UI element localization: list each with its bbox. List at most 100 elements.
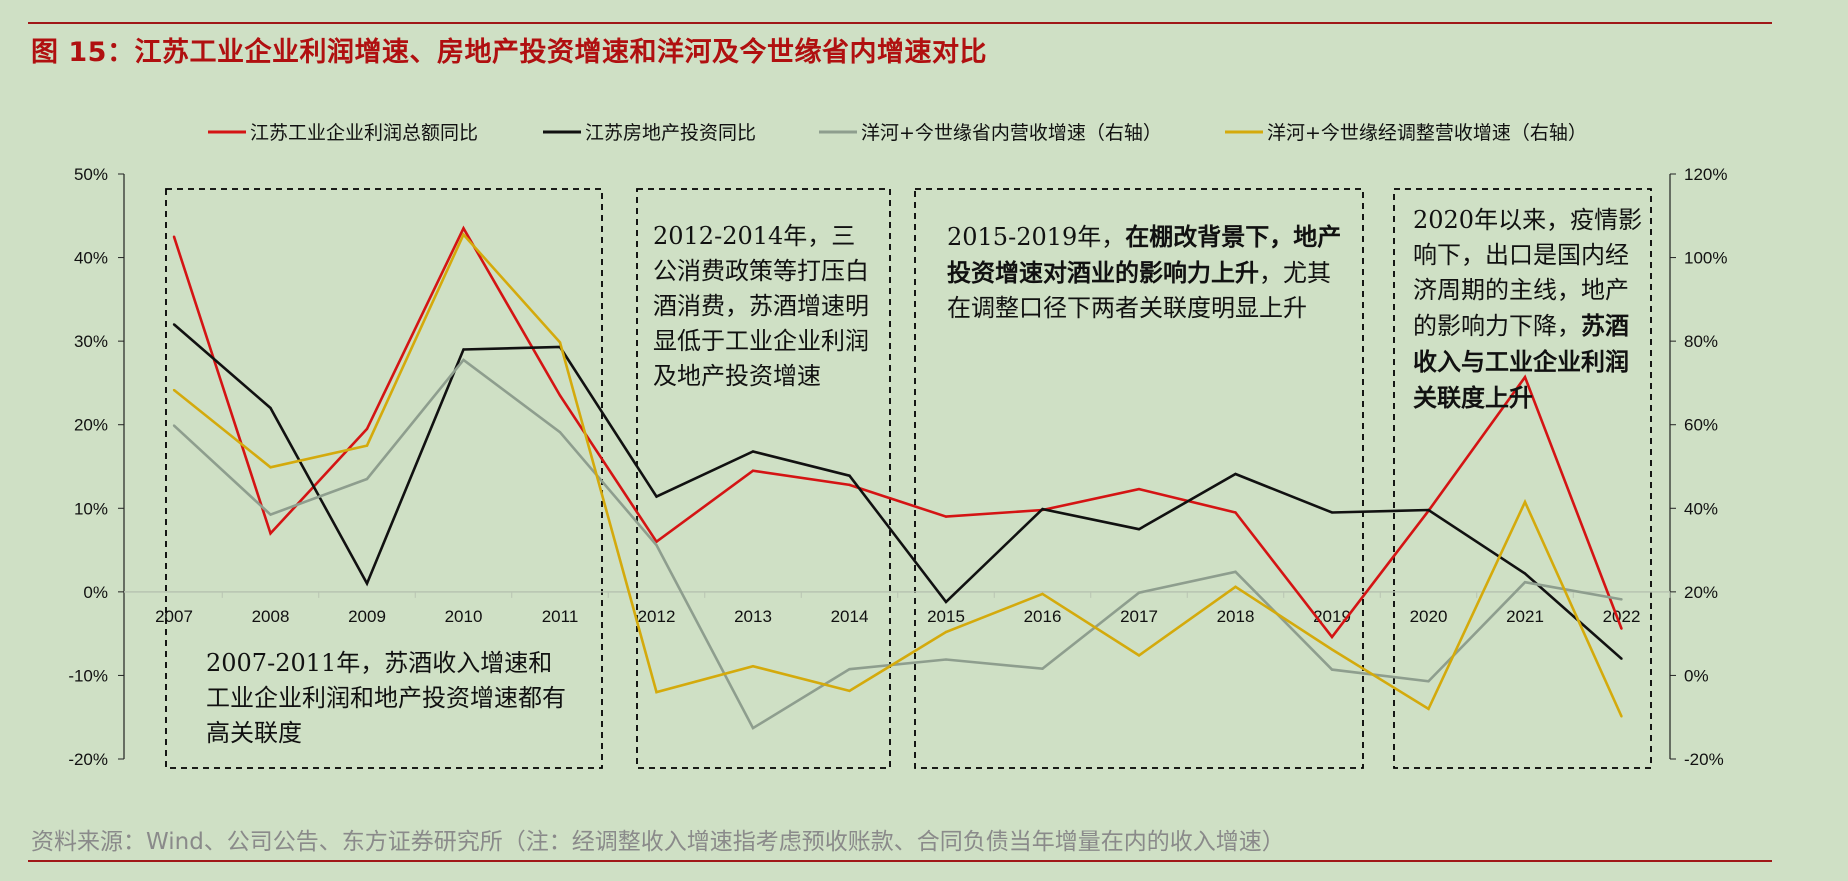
data-point bbox=[269, 466, 272, 469]
right-tick-label: 60% bbox=[1684, 416, 1718, 435]
legend: 江苏工业企业利润总额同比 江苏房地产投资同比 洋河+今世缘省内营收增速（右轴） 洋河+… bbox=[208, 122, 1587, 144]
data-point bbox=[1620, 627, 1623, 630]
data-point bbox=[1620, 715, 1623, 718]
left-tick-label: 30% bbox=[74, 332, 108, 351]
legend-label: 洋河+今世缘经调整营收增速（右轴） bbox=[1267, 122, 1587, 144]
x-tick-label: 2008 bbox=[252, 607, 290, 626]
data-point bbox=[1427, 508, 1430, 512]
data-point bbox=[1330, 648, 1334, 651]
figure-title: 图 15：江苏工业企业利润增速、房地产投资增速和洋河及今世缘省内增速对比 bbox=[31, 37, 987, 68]
data-point bbox=[1137, 527, 1141, 531]
right-tick-label: 40% bbox=[1684, 499, 1718, 518]
data-point bbox=[1041, 592, 1044, 596]
legend-label: 江苏房地产投资同比 bbox=[585, 122, 756, 144]
data-point bbox=[172, 235, 176, 238]
axes: -20% -10% 0% 10% 20% 30% 40% 50% -20% 0% 20% 40% 60%… bbox=[68, 165, 1727, 769]
legend-label: 洋河+今世缘省内营收增速（右轴） bbox=[861, 122, 1162, 144]
data-point bbox=[558, 431, 562, 434]
data-point bbox=[944, 658, 948, 661]
x-tick-label: 2011 bbox=[542, 607, 579, 626]
annotation-boxes bbox=[165, 188, 1652, 769]
data-point bbox=[1234, 472, 1237, 476]
x-tick-label: 2021 bbox=[1506, 607, 1544, 626]
annotation-box bbox=[165, 188, 603, 769]
bottom-rule bbox=[28, 860, 1772, 862]
x-tick-label: 2020 bbox=[1410, 607, 1448, 626]
data-point bbox=[944, 630, 948, 634]
data-point bbox=[655, 540, 658, 543]
annotation-text: 2020年以来，疫情影响下，出口是国内经济周期的主线，地产的影响力下降， bbox=[1413, 206, 1643, 340]
right-tick-label: 80% bbox=[1684, 332, 1718, 351]
right-tick-label: 100% bbox=[1684, 249, 1727, 268]
x-tick-label: 2009 bbox=[348, 607, 386, 626]
x-tick-label: 2018 bbox=[1217, 607, 1255, 626]
data-point bbox=[1234, 511, 1237, 514]
series-line-3 bbox=[173, 232, 1623, 717]
data-point bbox=[558, 394, 562, 397]
data-point bbox=[1620, 598, 1623, 601]
top-rule bbox=[28, 22, 1772, 24]
right-tick-label: 0% bbox=[1684, 666, 1709, 685]
data-point bbox=[848, 667, 851, 671]
x-tick-label: 2015 bbox=[927, 607, 965, 626]
series-line-1 bbox=[173, 323, 1623, 660]
data-point bbox=[1137, 654, 1141, 657]
annotation-2012-2014: 2012-2014年，三公消费政策等打压白酒消费，苏酒增速明显低于工业企业利润及… bbox=[653, 219, 879, 394]
right-tick-label: 120% bbox=[1684, 165, 1727, 184]
data-point bbox=[558, 341, 562, 344]
data-point bbox=[655, 495, 658, 498]
data-point bbox=[848, 474, 851, 477]
left-tick-label: 50% bbox=[74, 165, 108, 184]
data-point bbox=[1330, 511, 1334, 514]
data-point bbox=[1041, 507, 1044, 511]
right-tick-label: 20% bbox=[1684, 583, 1718, 602]
legend-label: 江苏工业企业利润总额同比 bbox=[250, 122, 478, 144]
right-tick-label: -20% bbox=[1684, 750, 1724, 769]
data-point bbox=[751, 726, 755, 730]
data-point bbox=[944, 600, 948, 604]
x-tick-label: 2017 bbox=[1120, 607, 1158, 626]
data-point bbox=[1234, 570, 1237, 573]
left-tick-label: -20% bbox=[68, 750, 108, 769]
data-point bbox=[751, 665, 755, 668]
left-tick-label: 40% bbox=[74, 249, 108, 268]
data-point bbox=[365, 444, 369, 447]
data-point bbox=[462, 348, 465, 351]
left-tick-label: -10% bbox=[68, 666, 108, 685]
data-point bbox=[655, 690, 658, 694]
annotation-2020-later: 2020年以来，疫情影响下，出口是国内经济周期的主线，地产的影响力下降，苏酒收入… bbox=[1413, 203, 1648, 416]
x-tick-label: 2010 bbox=[445, 607, 483, 626]
data-point bbox=[365, 427, 369, 431]
data-point bbox=[1523, 375, 1527, 379]
left-tick-label: 0% bbox=[83, 583, 108, 602]
data-point bbox=[1427, 680, 1430, 683]
x-tick-label: 2007 bbox=[155, 607, 193, 626]
data-point bbox=[751, 469, 755, 472]
annotation-text: 在棚改背景下，地产投资增速对酒业的影响力上升 bbox=[947, 222, 1342, 287]
annotation-text: 2012-2014年，三公消费政策等打压白酒消费，苏酒增速明显低于工业企业利润及… bbox=[653, 222, 869, 390]
data-point bbox=[751, 450, 755, 453]
annotation-text: 2007-2011年，苏酒收入增速和工业企业利润和地产投资增速都有高关联度 bbox=[206, 649, 566, 747]
annotation-text: ，尤其在调整口径下两者关联度明显上升 bbox=[947, 259, 1331, 322]
source-note: 资料来源：Wind、公司公告、东方证券研究所（注：经调整收入增速指考虑预收账款、… bbox=[31, 829, 1285, 855]
data-point bbox=[365, 582, 369, 585]
series-lines bbox=[172, 225, 1623, 730]
data-point bbox=[1523, 572, 1527, 575]
data-point bbox=[1620, 657, 1623, 660]
data-point bbox=[1041, 667, 1044, 670]
data-point bbox=[462, 233, 465, 236]
series-line-0 bbox=[172, 225, 1623, 640]
left-tick-label: 10% bbox=[74, 499, 108, 518]
data-point bbox=[1330, 668, 1334, 671]
annotation-box bbox=[636, 188, 891, 769]
data-point bbox=[1427, 707, 1430, 711]
data-point bbox=[1234, 585, 1237, 589]
data-point bbox=[269, 532, 272, 535]
x-tick-label: 2016 bbox=[1024, 607, 1062, 626]
data-point bbox=[944, 515, 948, 518]
data-point bbox=[848, 483, 851, 487]
data-point bbox=[1523, 581, 1527, 584]
data-point bbox=[365, 477, 369, 481]
x-tick-label: 2013 bbox=[734, 607, 772, 626]
data-point bbox=[172, 424, 176, 427]
